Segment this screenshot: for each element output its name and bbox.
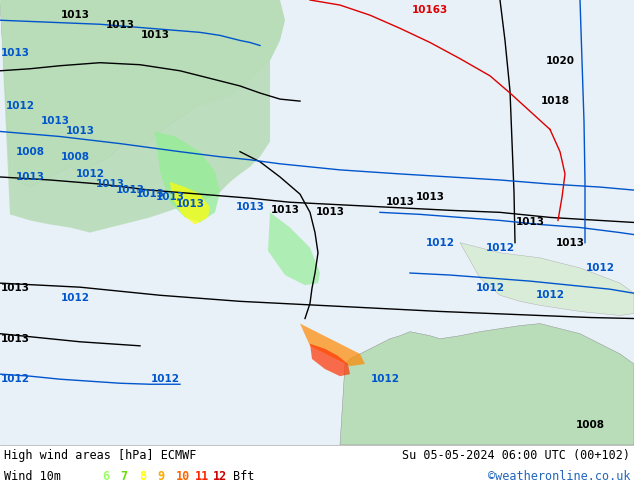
Text: 1013: 1013	[271, 205, 299, 215]
Polygon shape	[0, 0, 285, 122]
Text: 1012: 1012	[60, 294, 89, 303]
Text: 1013: 1013	[1, 283, 30, 293]
Text: 1012: 1012	[425, 238, 455, 247]
Text: 7: 7	[120, 470, 127, 484]
Text: 1013: 1013	[155, 192, 184, 202]
Text: 1008: 1008	[60, 152, 89, 162]
Text: 1013: 1013	[316, 207, 344, 218]
Text: 1013: 1013	[141, 30, 169, 40]
Polygon shape	[0, 0, 270, 233]
Text: Bft: Bft	[233, 470, 255, 484]
Polygon shape	[0, 0, 225, 187]
Text: 1008: 1008	[576, 420, 604, 430]
Text: 1013: 1013	[555, 238, 585, 247]
Text: 11: 11	[195, 470, 209, 484]
Text: 6: 6	[102, 470, 109, 484]
Polygon shape	[300, 323, 365, 366]
Text: 8: 8	[139, 470, 146, 484]
Text: 1012: 1012	[476, 283, 505, 293]
Polygon shape	[268, 212, 320, 285]
Text: 1013: 1013	[41, 116, 70, 126]
Text: 1013: 1013	[136, 189, 164, 199]
Polygon shape	[310, 344, 350, 376]
Text: 1012: 1012	[1, 374, 30, 384]
Text: 12: 12	[213, 470, 227, 484]
Text: 1013: 1013	[60, 10, 89, 20]
Text: 1013: 1013	[415, 192, 444, 202]
Text: 1012: 1012	[486, 243, 515, 253]
Text: High wind areas [hPa] ECMWF: High wind areas [hPa] ECMWF	[4, 449, 197, 463]
Text: Su 05-05-2024 06:00 UTC (00+102): Su 05-05-2024 06:00 UTC (00+102)	[402, 449, 630, 463]
Text: 1013: 1013	[176, 199, 205, 209]
Text: 1012: 1012	[586, 263, 614, 273]
Text: 1012: 1012	[370, 374, 399, 384]
Polygon shape	[460, 243, 634, 316]
Text: 10: 10	[176, 470, 190, 484]
Text: 1013: 1013	[385, 197, 415, 207]
Text: 10163: 10163	[412, 5, 448, 15]
Polygon shape	[170, 182, 210, 224]
Text: Wind 10m: Wind 10m	[4, 470, 61, 484]
Text: 1013: 1013	[115, 185, 145, 195]
Text: 1013: 1013	[1, 48, 30, 58]
Text: ©weatheronline.co.uk: ©weatheronline.co.uk	[488, 470, 630, 484]
Polygon shape	[0, 0, 270, 105]
Text: 1012: 1012	[536, 290, 564, 300]
Polygon shape	[155, 131, 220, 222]
Text: 1012: 1012	[6, 101, 34, 111]
Polygon shape	[340, 323, 634, 445]
Text: 1013: 1013	[96, 179, 124, 189]
Text: 9: 9	[157, 470, 165, 484]
Text: 1008: 1008	[15, 147, 44, 157]
Text: 1012: 1012	[150, 374, 179, 384]
Text: 1018: 1018	[541, 96, 569, 106]
Text: 1013: 1013	[105, 20, 134, 30]
Text: 1013: 1013	[1, 334, 30, 344]
Text: 1012: 1012	[75, 169, 105, 179]
Text: 1013: 1013	[15, 172, 44, 182]
Text: 1013: 1013	[515, 218, 545, 227]
Text: 1013: 1013	[235, 202, 264, 212]
Text: 1020: 1020	[545, 56, 574, 66]
Text: 1013: 1013	[65, 126, 94, 136]
